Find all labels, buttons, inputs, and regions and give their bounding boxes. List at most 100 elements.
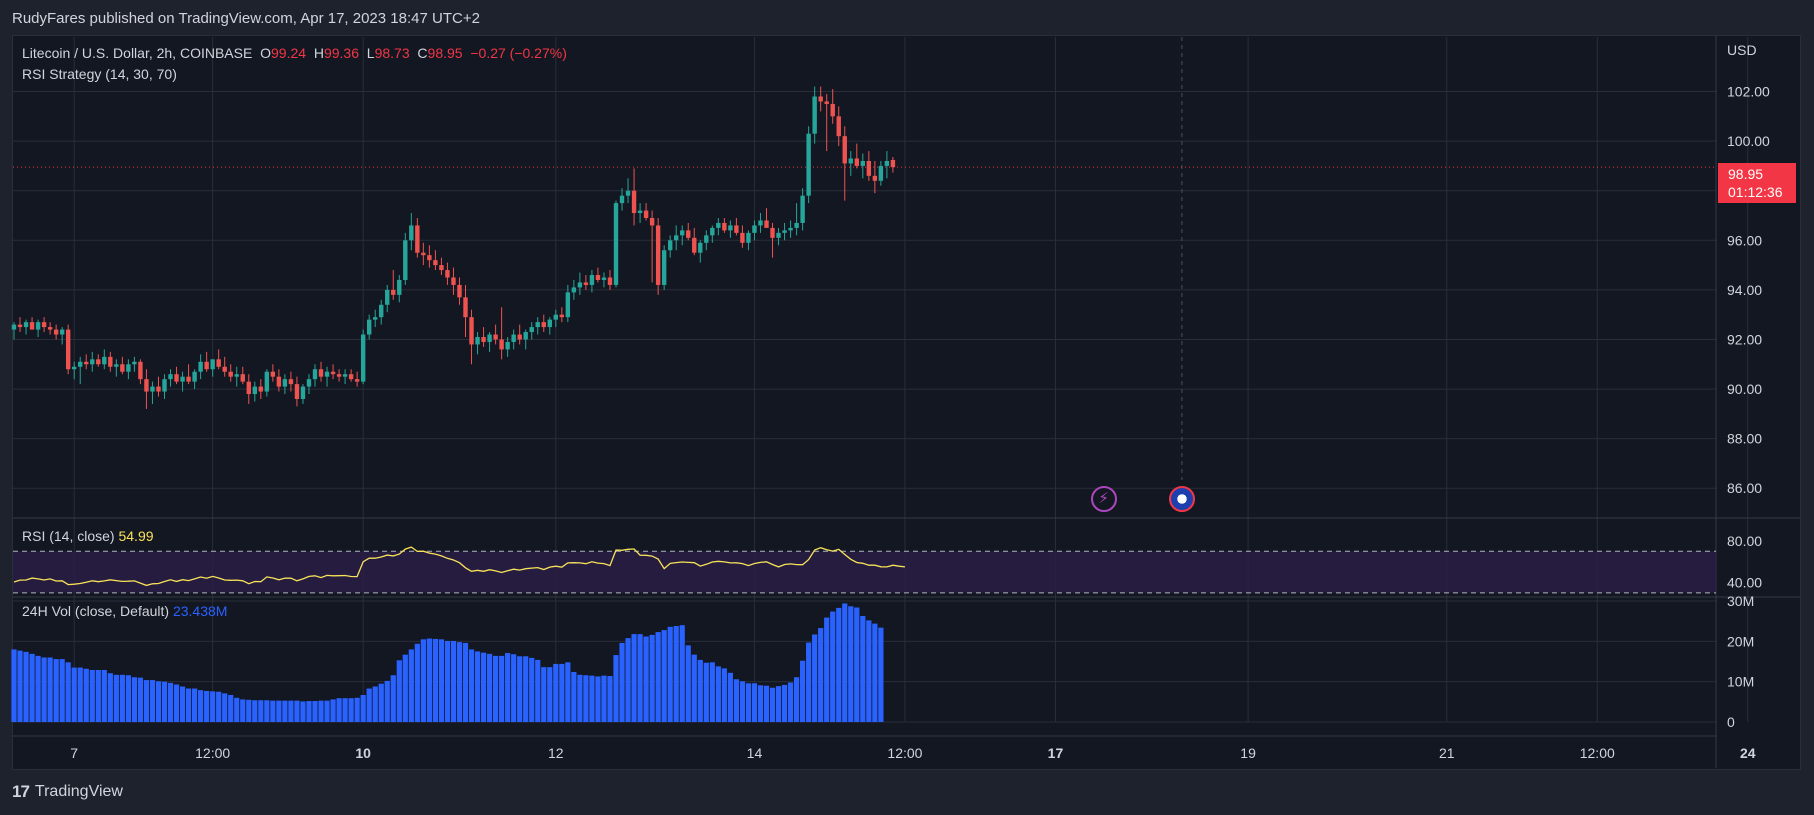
candle [336, 369, 342, 382]
candle-body [613, 203, 619, 285]
candle [421, 242, 426, 266]
candle [601, 272, 607, 288]
volume-bar [703, 662, 709, 722]
candle-body [559, 314, 565, 318]
candle [667, 235, 673, 258]
candle-body [59, 329, 65, 335]
symbol-name[interactable]: Litecoin / U.S. Dollar, 2h, COINBASE [22, 45, 253, 61]
high-label: H [313, 45, 324, 61]
volume-bar [685, 645, 691, 722]
candle [252, 381, 257, 402]
candle [692, 227, 697, 256]
volume-bar [541, 667, 547, 722]
volume-bar [161, 681, 168, 722]
candle [198, 354, 203, 380]
candle [854, 143, 859, 169]
candle [204, 351, 209, 372]
volume-bar [83, 668, 89, 722]
candle-body [433, 260, 438, 266]
volume-bar [252, 700, 258, 722]
low-label: L [366, 45, 375, 61]
candle [740, 225, 745, 248]
candle [517, 324, 522, 345]
volume-bar [733, 679, 739, 722]
volume-bar [53, 659, 59, 722]
candle [397, 275, 402, 303]
candle [216, 349, 221, 370]
candle [818, 86, 823, 112]
chart-frame[interactable] [12, 35, 1801, 770]
volume-bar [878, 627, 884, 722]
candle-body [403, 240, 408, 280]
volume-bar [288, 700, 294, 722]
volume-bar [523, 656, 529, 722]
candle [487, 332, 492, 352]
candle [126, 359, 131, 380]
candle-body [330, 371, 336, 375]
volume-bar [709, 662, 715, 722]
candle [800, 188, 805, 231]
volume-bar [348, 698, 354, 722]
candles [11, 86, 896, 409]
candle-body [475, 337, 480, 345]
candle-body [385, 289, 390, 305]
publisher-header: RudyFares published on TradingView.com, … [12, 10, 480, 27]
candle [589, 270, 595, 293]
candle [354, 371, 360, 387]
candle [457, 277, 462, 305]
candle-body [752, 225, 757, 233]
candle [499, 307, 504, 360]
time-axis-label: 12 [548, 745, 564, 761]
volume-bar [619, 642, 625, 722]
strategy-legend[interactable]: RSI Strategy (14, 30, 70) [22, 66, 177, 82]
volume-bar [414, 643, 420, 722]
volume-bar [95, 669, 101, 722]
candle-body [788, 227, 793, 231]
volume-bar [860, 615, 866, 722]
candle-body [667, 240, 673, 251]
candle [59, 327, 65, 345]
volume-bar [234, 697, 240, 722]
candle-body [674, 235, 679, 241]
volume-bar [366, 688, 372, 722]
candle [415, 217, 420, 258]
us-flag-event-icon[interactable] [1168, 486, 1195, 512]
candle [433, 250, 438, 271]
candle [324, 366, 330, 387]
candle-body [120, 364, 125, 372]
volume-bar [511, 654, 517, 722]
volume-bar [65, 662, 71, 722]
volume-bar [517, 656, 523, 722]
lightning-event-icon[interactable]: ⚡︎ [1090, 486, 1117, 512]
candle-body [884, 160, 890, 166]
candle-body [354, 379, 360, 382]
candle-body [397, 279, 402, 295]
tradingview-logo-icon: 17 [12, 782, 30, 801]
volume-bar [402, 654, 408, 722]
candle [53, 324, 59, 340]
candle-body [439, 265, 444, 271]
candle [788, 220, 793, 238]
candle [475, 332, 480, 355]
volume-bar [547, 667, 553, 722]
candle [234, 366, 239, 387]
candle-body [728, 225, 733, 231]
candle-body [186, 376, 191, 382]
candle [866, 151, 872, 181]
candle-body [866, 160, 872, 176]
price-axis-tick: 94.00 [1727, 282, 1762, 298]
rsi-legend-value: 54.99 [118, 528, 154, 544]
candle-body [643, 210, 649, 218]
rsi-legend[interactable]: RSI (14, close) 54.99 [22, 528, 154, 544]
candle [35, 319, 41, 338]
candle-body [824, 101, 829, 104]
candle-body [553, 314, 558, 320]
volume-bar [595, 676, 601, 722]
candle [806, 126, 811, 204]
candle-body [336, 374, 342, 377]
time-axis-label: 12:00 [195, 745, 230, 761]
volume-bar [131, 677, 137, 722]
candle [824, 94, 829, 152]
volume-legend[interactable]: 24H Vol (close, Default) 23.438M [22, 603, 227, 619]
